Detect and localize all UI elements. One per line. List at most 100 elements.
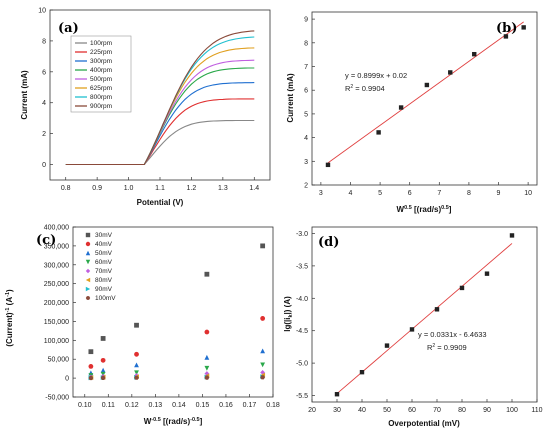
panel-b-points (325, 25, 526, 168)
panel-c-xtick-label: 0.14 (172, 402, 186, 409)
panel-a-xtick-label: 0.9 (92, 185, 102, 192)
panel-c-legend-label: 60mV (95, 259, 113, 266)
panel-d-xtick-label: 40 (358, 407, 366, 414)
panel-b-xtick-label: 6 (408, 190, 412, 197)
panel-d-xtick-label: 70 (433, 407, 441, 414)
panel-c-legend-marker (85, 286, 91, 292)
panel-c-legend-label: 70mV (95, 268, 113, 275)
panel-c-data-point (100, 375, 106, 380)
panel-b-xtick-label: 7 (437, 190, 441, 197)
panel-a-xtick-label: 1.4 (249, 185, 259, 192)
panel-d-label: (d) (318, 235, 339, 250)
panel-b-ytick-label: 2 (304, 183, 308, 190)
panel-d-ytick-label: -5.0 (296, 361, 308, 368)
panel-c-ytick-label: 50,000 (48, 357, 70, 364)
panel-a-xtick-label: 1.1 (155, 185, 165, 192)
panel-d-ylabel: lg(|ik|) (A) (283, 296, 294, 332)
panel-b-equation: y = 0.8999x + 0.02 (345, 71, 407, 80)
panel-a-ytick-label: 10 (38, 8, 46, 15)
panel-b-ytick-label: 5 (304, 111, 308, 118)
panel-b-xtick-label: 3 (319, 190, 323, 197)
panel-b-data-point (521, 25, 526, 30)
panel-c: 0.10 0.11 0.12 0.13 0.14 0.15 0.16 0.17 0.18 -50,… (5, 225, 280, 427)
panel-c-ytick-label: -50,000 (45, 395, 69, 402)
panel-c-points (88, 243, 266, 381)
panel-c-ytick-label: 200,000 (44, 300, 69, 307)
panel-c-frame (72, 226, 274, 398)
panel-d-xtick-label: 110 (531, 407, 542, 414)
panel-c-ticks: 0.10 0.11 0.12 0.13 0.14 0.15 0.16 0.17 0.18 -50,… (44, 225, 280, 410)
panel-c-data-point (134, 370, 139, 376)
panel-c-data-point (100, 357, 106, 363)
panel-c-legend-marker (85, 259, 91, 265)
panel-c-legend-marker (85, 277, 91, 283)
panel-c-legend-marker (85, 296, 91, 300)
panel-c-legend-marker (85, 241, 91, 247)
panel-d-points (334, 233, 515, 397)
panel-d-data-point (384, 343, 390, 348)
panel-d-data-point (484, 271, 490, 276)
panel-d-xtick-label: 60 (408, 407, 416, 414)
panel-b-xlabel: W0.5 [(rad/s)0.5] (397, 205, 452, 214)
panel-c-data-point (134, 351, 139, 357)
panel-d-data-point (409, 327, 415, 332)
panel-a-legend: 100rpm 225rpm 300rpm 400rpm 500rpm 625rpm 800r… (75, 40, 112, 110)
panel-b-ylabel: Current (mA) (286, 73, 295, 123)
panel-a-ticks: 0.8 0.9 1.0 1.1 1.2 1.3 1.4 0 2 4 6 8 10 (38, 8, 259, 193)
panel-c-data-point (88, 349, 94, 355)
panel-c-data-point (260, 348, 266, 354)
panel-a-lines (65, 30, 255, 166)
panel-c-ytick-label: 250,000 (44, 281, 69, 288)
panel-b-r2: R2 = 0.9904 (345, 84, 385, 93)
panel-a-xtick-label: 1.3 (218, 185, 228, 192)
panel-c-ylabel: (Current)-1 (A-1) (5, 289, 14, 347)
panel-d-equation: y = 0.0331x - 6.4633 (418, 330, 487, 339)
panel-c-ytick-label: 150,000 (44, 319, 69, 326)
panel-a-xtick-label: 0.8 (61, 185, 71, 192)
panel-b-data-point (503, 34, 509, 39)
panel-a-xtick-label: 1.2 (187, 185, 197, 192)
panel-c-legend-label: 30mV (95, 232, 113, 239)
panel-d-ytick-label: -5.5 (296, 393, 308, 400)
panel-c-data-point (260, 362, 266, 368)
panel-a-legend-label: 300rpm (90, 58, 112, 65)
panel-a-legend-label: 625rpm (90, 85, 112, 92)
panel-c-xtick-label: 0.16 (219, 402, 233, 409)
panel-a: 0.8 0.9 1.0 1.1 1.2 1.3 1.4 0 2 4 6 8 10 100rpm 225rp… (20, 8, 271, 207)
panel-b-ticks: 3 4 5 6 7 8 9 10 2 3 4 5 6 7 8 9 (304, 17, 532, 197)
panel-d-xlabel: Overpotential (mV) (388, 419, 460, 428)
panel-b-data-point (424, 82, 430, 88)
panel-c-xtick-label: 0.10 (78, 402, 92, 409)
panel-c-legend-label: 80mV (95, 277, 113, 284)
panel-d-ytick-label: -3.5 (296, 263, 308, 270)
panel-d-ytick-label: -3.0 (296, 231, 308, 238)
panel-a-ytick-label: 0 (42, 162, 46, 169)
panel-c-data-point (260, 375, 265, 380)
panel-c-data-point (134, 375, 139, 380)
panel-c-xtick-label: 0.15 (196, 402, 210, 409)
panel-d-ytick-label: -4.5 (296, 328, 308, 335)
panel-b-ytick-label: 8 (304, 40, 308, 47)
panel-c-ytick-label: 350,000 (44, 243, 69, 250)
panel-c-ytick-label: 0 (65, 376, 69, 383)
panel-b-xtick-label: 9 (497, 190, 501, 197)
panel-c-legend-marker (85, 268, 91, 274)
panel-b-data-point (325, 162, 331, 168)
panel-c-legend-label: 50mV (95, 250, 113, 257)
panel-d-fit-line (336, 243, 513, 394)
panel-b-ytick-label: 3 (304, 159, 308, 166)
panel-c-data-point (100, 367, 106, 373)
panel-c-data-point (204, 329, 210, 335)
panel-b-data-point (472, 51, 477, 57)
panel-d-xtick-label: 50 (383, 407, 391, 414)
panel-a-legend-box (70, 35, 132, 113)
panel-c-xtick-label: 0.13 (149, 402, 163, 409)
panel-d: 20 30 40 50 60 70 80 90 100 110 -5.5 -5.0 -4.5 -4.0 -3… (283, 226, 543, 428)
panel-d-data-point (509, 233, 515, 238)
panel-c-legend-marker (85, 232, 91, 238)
panel-c-data-point (88, 364, 94, 369)
panel-c-data-point (134, 322, 139, 328)
panel-c-data-point (204, 354, 210, 360)
panel-b-data-point (376, 130, 381, 135)
